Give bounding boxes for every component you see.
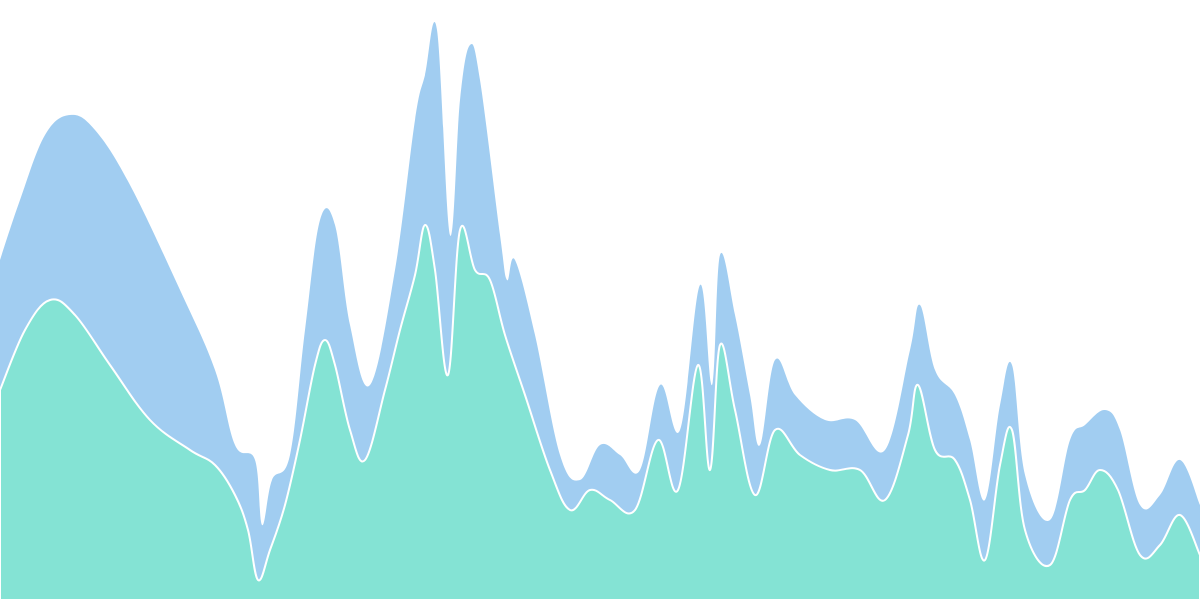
area-chart [0,0,1200,600]
